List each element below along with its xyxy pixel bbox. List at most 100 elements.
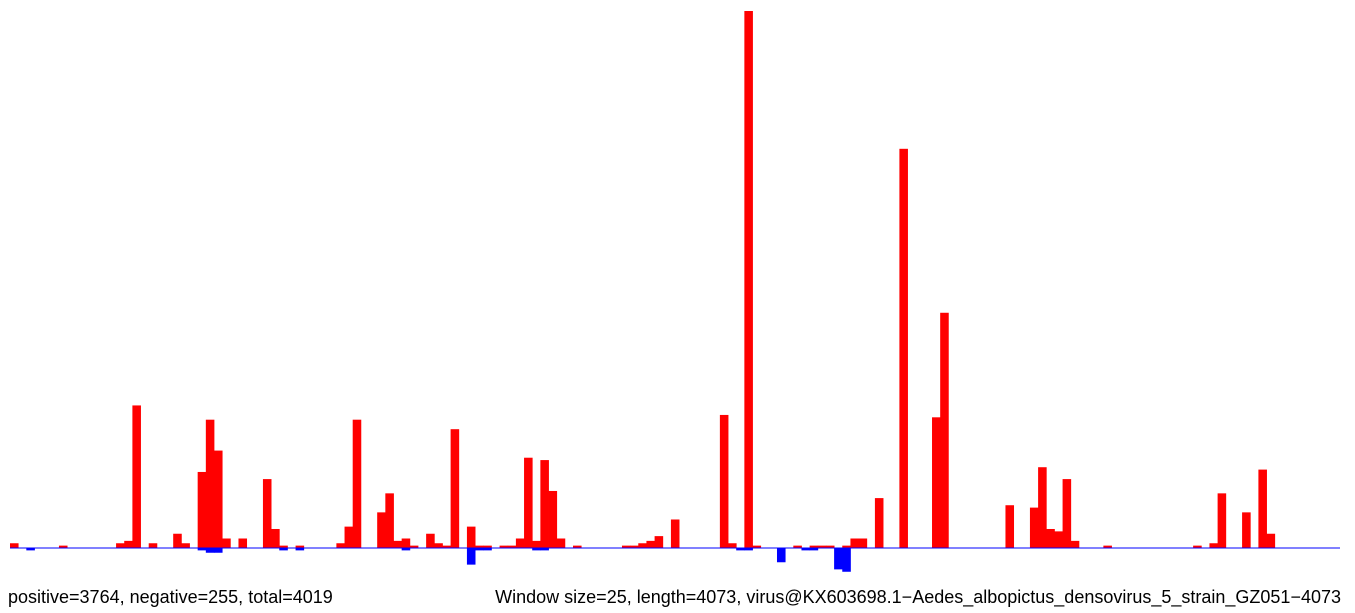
positive-bar xyxy=(262,479,272,548)
positive-bar xyxy=(377,512,386,548)
read-count-summary: positive=3764, negative=255, total=4019 xyxy=(8,587,333,607)
positive-bar xyxy=(1046,528,1055,548)
positive-bar xyxy=(1054,531,1063,548)
positive-bar xyxy=(1193,545,1202,548)
positive-bar xyxy=(793,545,802,548)
negative-bar xyxy=(809,548,819,551)
negative-bar xyxy=(213,548,223,553)
positive-bar xyxy=(205,419,215,548)
negative-bar xyxy=(776,548,786,563)
positive-bar xyxy=(173,533,182,548)
negative-bar xyxy=(744,548,753,551)
positive-bar xyxy=(744,11,753,548)
positive-bar xyxy=(540,460,549,548)
positive-bar xyxy=(499,545,509,548)
positive-bar xyxy=(874,498,884,548)
positive-bar xyxy=(401,538,411,548)
positive-bar xyxy=(393,540,403,548)
window-and-virus-info: Window size=25, length=4073, virus@KX603… xyxy=(495,587,1341,607)
positive-bar xyxy=(654,536,664,548)
positive-bar xyxy=(181,543,190,548)
positive-bar xyxy=(940,312,949,548)
positive-bar xyxy=(1209,543,1219,548)
positive-bar xyxy=(1242,512,1251,548)
negative-bar xyxy=(26,548,35,551)
positive-bar xyxy=(1070,540,1080,548)
positive-bar xyxy=(336,543,345,548)
positive-bar xyxy=(932,417,941,548)
positive-bar xyxy=(58,545,68,548)
positive-bar xyxy=(409,545,419,548)
positive-bar xyxy=(197,471,207,548)
positive-bar xyxy=(295,545,305,548)
positive-bar xyxy=(728,543,737,548)
negative-bar xyxy=(197,548,207,551)
negative-bars xyxy=(26,548,851,572)
positive-bar xyxy=(899,148,908,548)
negative-bar xyxy=(483,548,492,551)
positive-bar xyxy=(426,533,435,548)
positive-bar xyxy=(222,538,231,548)
positive-bar xyxy=(124,540,133,548)
positive-bars xyxy=(10,11,1276,548)
positive-bar xyxy=(450,429,460,548)
positive-bar xyxy=(1266,533,1276,548)
positive-bar xyxy=(352,419,362,548)
positive-bar xyxy=(116,543,125,548)
positive-bar xyxy=(858,538,868,548)
negative-bar xyxy=(801,548,811,551)
positive-bar xyxy=(132,405,141,548)
positive-bar xyxy=(1038,467,1047,548)
negative-bar xyxy=(736,548,745,551)
negative-bar xyxy=(475,548,484,551)
positive-bar xyxy=(630,545,639,548)
positive-bar xyxy=(817,545,827,548)
positive-bar xyxy=(344,526,354,548)
positive-bar xyxy=(1258,469,1267,548)
positive-bar xyxy=(638,543,647,548)
positive-bar xyxy=(850,538,859,548)
negative-bar xyxy=(401,548,411,551)
positive-bar xyxy=(507,545,517,548)
positive-bar xyxy=(148,543,158,548)
negative-bar xyxy=(834,548,843,570)
positive-bar xyxy=(532,540,541,548)
positive-bar xyxy=(385,493,394,548)
negative-bar xyxy=(295,548,305,551)
positive-bar xyxy=(483,545,492,548)
positive-bar xyxy=(646,540,655,548)
negative-bar xyxy=(466,548,476,565)
positive-bar xyxy=(271,528,280,548)
positive-bar xyxy=(466,526,476,548)
positive-bar xyxy=(573,545,582,548)
negative-bar xyxy=(842,548,851,572)
negative-bar xyxy=(532,548,541,551)
negative-bar xyxy=(279,548,288,551)
positive-bar xyxy=(842,545,851,548)
positive-bar xyxy=(1062,479,1072,548)
positive-bar xyxy=(621,545,631,548)
negative-bar xyxy=(540,548,549,551)
positive-bar xyxy=(1005,505,1015,548)
positive-bar xyxy=(475,545,484,548)
positive-bar xyxy=(10,543,19,548)
positive-bar xyxy=(442,545,452,548)
positive-bar xyxy=(825,545,835,548)
positive-bar xyxy=(1103,545,1112,548)
positive-bar xyxy=(279,545,288,548)
positive-bar xyxy=(719,414,729,548)
positive-bar xyxy=(213,450,223,548)
positive-bar xyxy=(809,545,819,548)
positive-bar xyxy=(548,490,558,548)
positive-bar xyxy=(434,543,443,548)
positive-bar xyxy=(752,545,762,548)
positive-bar xyxy=(670,519,680,548)
positive-bar xyxy=(524,457,533,548)
negative-bar xyxy=(205,548,215,553)
positive-bar xyxy=(556,538,566,548)
positive-bar xyxy=(1029,507,1039,548)
positive-bar xyxy=(238,538,248,548)
positive-bar xyxy=(515,538,525,548)
positive-bar xyxy=(1217,493,1227,548)
